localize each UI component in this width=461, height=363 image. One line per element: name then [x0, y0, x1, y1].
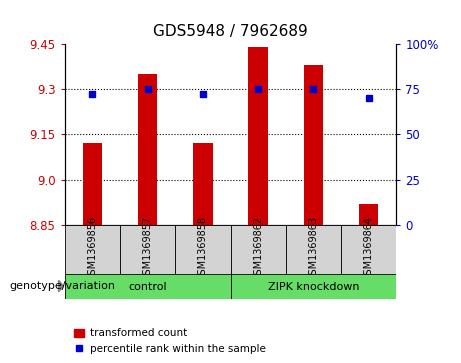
- Bar: [83, 143, 102, 225]
- Bar: [138, 74, 157, 225]
- FancyBboxPatch shape: [65, 274, 230, 299]
- Bar: [304, 65, 323, 225]
- Bar: [193, 143, 213, 225]
- Text: GDS5948 / 7962689: GDS5948 / 7962689: [153, 24, 308, 38]
- Text: GSM1369863: GSM1369863: [308, 216, 319, 281]
- FancyBboxPatch shape: [175, 225, 230, 274]
- FancyBboxPatch shape: [230, 274, 396, 299]
- Polygon shape: [59, 280, 64, 292]
- FancyBboxPatch shape: [65, 225, 120, 274]
- Text: GSM1369856: GSM1369856: [87, 216, 97, 281]
- FancyBboxPatch shape: [230, 225, 286, 274]
- Bar: [248, 46, 268, 225]
- Text: GSM1369857: GSM1369857: [142, 216, 153, 281]
- FancyBboxPatch shape: [341, 225, 396, 274]
- Text: ZIPK knockdown: ZIPK knockdown: [268, 282, 359, 292]
- FancyBboxPatch shape: [120, 225, 175, 274]
- FancyBboxPatch shape: [286, 225, 341, 274]
- Text: GSM1369862: GSM1369862: [253, 216, 263, 281]
- Text: genotype/variation: genotype/variation: [9, 281, 115, 291]
- Bar: [359, 204, 378, 225]
- Text: GSM1369864: GSM1369864: [364, 216, 374, 281]
- Legend: transformed count, percentile rank within the sample: transformed count, percentile rank withi…: [70, 324, 270, 358]
- Text: GSM1369858: GSM1369858: [198, 216, 208, 281]
- Text: control: control: [128, 282, 167, 292]
